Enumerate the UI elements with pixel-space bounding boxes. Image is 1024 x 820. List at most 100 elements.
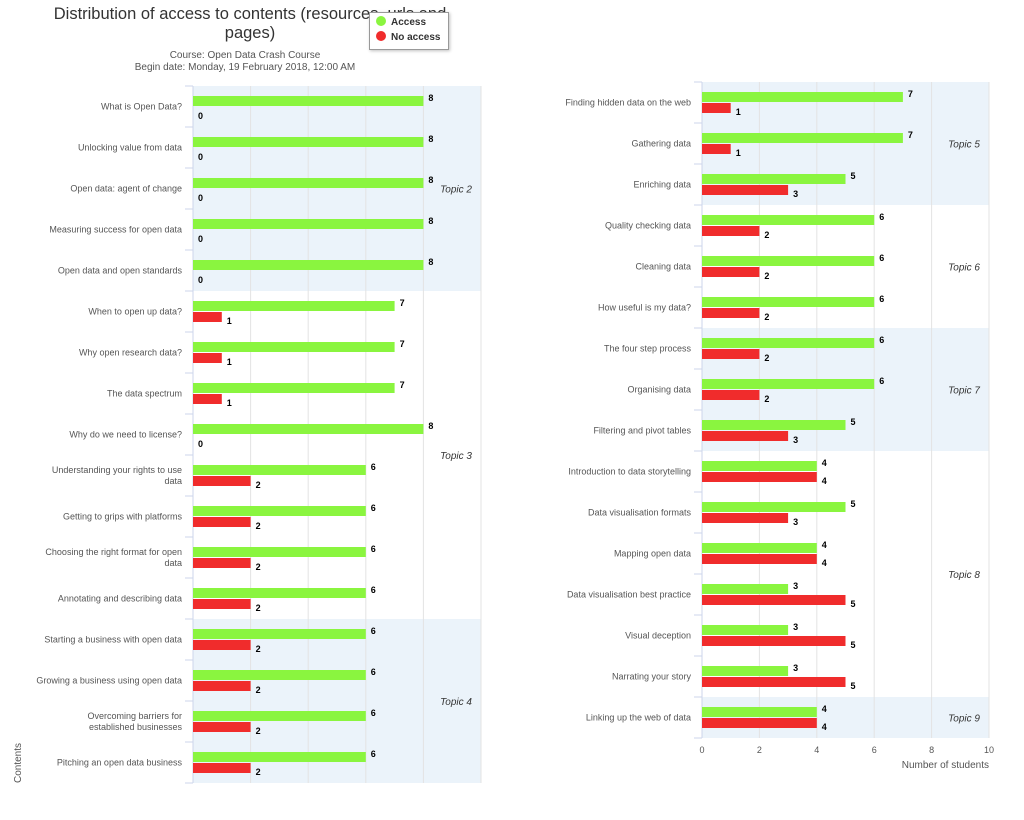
data-label-access: 6: [371, 585, 376, 595]
group-label-topic-2: Topic 2: [440, 185, 472, 196]
category-label: Filtering and pivot tables: [593, 426, 691, 436]
data-label-no-access: 1: [227, 398, 232, 408]
bar-no-access: [193, 681, 251, 691]
bar-no-access: [702, 513, 789, 523]
group-label-topic-6: Topic 6: [948, 263, 980, 274]
category-label: Data visualisation best practice: [567, 590, 691, 600]
category-label: The four step process: [604, 344, 692, 354]
data-label-no-access: 1: [227, 357, 232, 367]
data-label-no-access: 3: [793, 517, 798, 527]
data-label-access: 6: [371, 626, 376, 636]
bar-access: [702, 215, 875, 225]
group-band-topic-2: [193, 86, 481, 291]
x-tick-label: 0: [699, 745, 704, 755]
data-label-no-access: 2: [256, 726, 261, 736]
data-label-no-access: 2: [256, 480, 261, 490]
bar-no-access: [702, 390, 760, 400]
legend-dot-no-access-icon: [376, 31, 386, 42]
data-label-access: 7: [400, 298, 405, 308]
category-label: Why open research data?: [79, 348, 182, 358]
data-label-access: 6: [879, 253, 884, 263]
data-label-access: 8: [428, 175, 433, 185]
category-label: Data visualisation formats: [588, 508, 692, 518]
data-label-access: 4: [822, 540, 827, 550]
bar-access: [702, 256, 875, 266]
data-label-no-access: 1: [736, 107, 741, 117]
bar-no-access: [702, 267, 760, 277]
left-bar-chart: Topic 2 Topic 3 Topic 4 What is Open Data? 8…: [13, 85, 482, 784]
data-label-access: 4: [822, 458, 827, 468]
data-label-no-access: 2: [256, 644, 261, 654]
chart-legend: Access No access: [369, 12, 449, 50]
data-label-no-access: 3: [793, 189, 798, 199]
bar-no-access: [193, 517, 251, 527]
legend-item-no-access[interactable]: No access: [376, 31, 440, 45]
data-label-access: 7: [908, 89, 913, 99]
bar-no-access: [702, 718, 817, 728]
category-label: Mapping open data: [614, 549, 691, 559]
category-label: Finding hidden data on the web: [565, 98, 691, 108]
data-label-no-access: 1: [736, 148, 741, 158]
legend-label-access: Access: [391, 17, 427, 28]
data-label-access: 6: [371, 503, 376, 513]
bar-access: [193, 629, 366, 639]
legend-item-access[interactable]: Access: [376, 16, 426, 30]
bar-no-access: [702, 472, 817, 482]
bar-access: [193, 301, 395, 311]
data-label-access: 5: [851, 417, 856, 427]
data-label-access: 6: [371, 462, 376, 472]
data-label-access: 8: [428, 421, 433, 431]
bar-access: [702, 707, 817, 717]
bar-no-access: [193, 722, 251, 732]
bar-access: [702, 174, 846, 184]
bar-access: [702, 379, 875, 389]
bar-no-access: [702, 103, 731, 113]
bar-access: [193, 96, 424, 106]
x-axis-title: Number of students: [902, 760, 989, 771]
group-label-topic-8: Topic 8: [948, 570, 980, 581]
category-label: Visual deception: [625, 631, 691, 641]
bar-access: [702, 92, 903, 102]
bar-no-access: [702, 185, 789, 195]
bar-access: [193, 260, 424, 270]
bar-access: [702, 584, 789, 594]
data-label-access: 8: [428, 216, 433, 226]
category-label: Organising data: [627, 385, 691, 395]
x-tick-label: 4: [814, 745, 819, 755]
group-band-topic-7: [702, 328, 989, 451]
course-name: Course: Open Data Crash Course: [169, 50, 321, 61]
bar-no-access: [702, 144, 731, 154]
data-label-access: 3: [793, 663, 798, 673]
data-label-access: 8: [428, 257, 433, 267]
bar-access: [193, 465, 366, 475]
category-label: Cleaning data: [635, 262, 691, 272]
bar-access: [702, 338, 875, 348]
category-label: Unlocking value from data: [78, 143, 182, 153]
data-label-access: 7: [400, 380, 405, 390]
chart-title-line2: pages): [224, 24, 276, 42]
bar-no-access: [702, 554, 817, 564]
bar-no-access: [702, 349, 760, 359]
bar-access: [193, 424, 424, 434]
data-label-no-access: 0: [198, 275, 203, 285]
category-label: Measuring success for open data: [49, 225, 182, 235]
group-label-topic-5: Topic 5: [948, 140, 980, 151]
bar-access: [193, 711, 366, 721]
begin-date: Begin date: Monday, 19 February 2018, 12…: [134, 62, 356, 73]
group-label-topic-3: Topic 3: [440, 451, 472, 462]
bar-access: [702, 666, 789, 676]
bar-no-access: [702, 431, 789, 441]
bar-no-access: [193, 312, 222, 322]
category-label: What is Open Data?: [101, 102, 182, 112]
bar-access: [702, 502, 846, 512]
bar-access: [193, 506, 366, 516]
data-label-no-access: 0: [198, 439, 203, 449]
bar-no-access: [193, 640, 251, 650]
legend-dot-access-icon: [376, 16, 386, 27]
data-label-access: 3: [793, 622, 798, 632]
category-label: Linking up the web of data: [586, 713, 691, 723]
x-tick-label: 10: [984, 745, 994, 755]
bar-access: [193, 547, 366, 557]
bar-no-access: [702, 595, 846, 605]
